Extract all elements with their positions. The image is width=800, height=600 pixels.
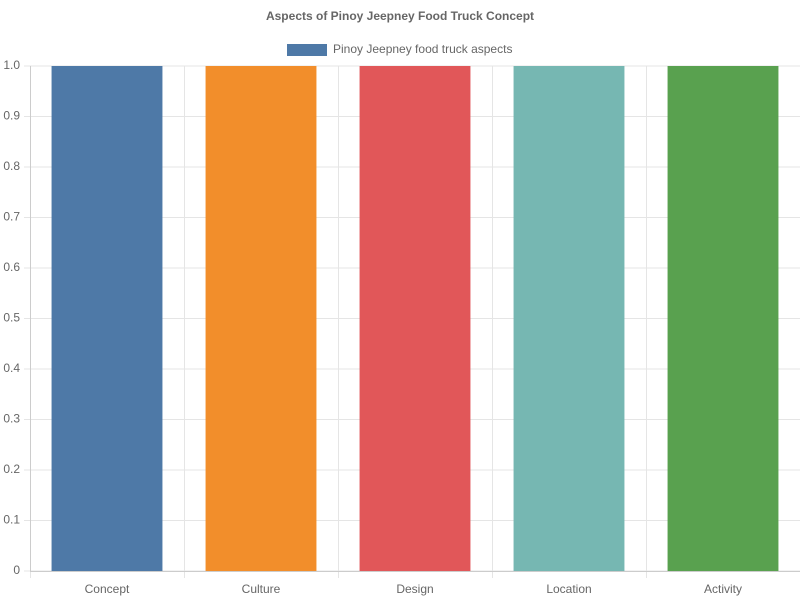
- bar: [667, 66, 779, 571]
- legend-swatch: [287, 44, 327, 56]
- chart-title: Aspects of Pinoy Jeepney Food Truck Conc…: [266, 9, 534, 23]
- y-tick-label: 0.6: [3, 260, 20, 274]
- y-tick-label: 1.0: [3, 58, 20, 72]
- y-tick-label: 0.2: [3, 462, 20, 476]
- bar: [359, 66, 471, 571]
- bar: [513, 66, 625, 571]
- y-tick-label: 0.9: [3, 109, 20, 123]
- y-tick-label: 0: [13, 563, 20, 577]
- y-tick-label: 0.8: [3, 159, 20, 173]
- x-tick-label: Location: [546, 582, 591, 596]
- bar: [205, 66, 317, 571]
- x-tick-label: Activity: [704, 582, 742, 596]
- y-tick-label: 0.3: [3, 412, 20, 426]
- y-tick-label: 0.5: [3, 311, 20, 325]
- bar: [51, 66, 163, 571]
- legend-label: Pinoy Jeepney food truck aspects: [333, 42, 512, 56]
- y-tick-label: 0.1: [3, 513, 20, 527]
- x-tick-label: Culture: [242, 582, 281, 596]
- x-tick-label: Design: [396, 582, 433, 596]
- x-tick-label: Concept: [85, 582, 130, 596]
- y-tick-label: 0.7: [3, 210, 20, 224]
- y-tick-label: 0.4: [3, 361, 20, 375]
